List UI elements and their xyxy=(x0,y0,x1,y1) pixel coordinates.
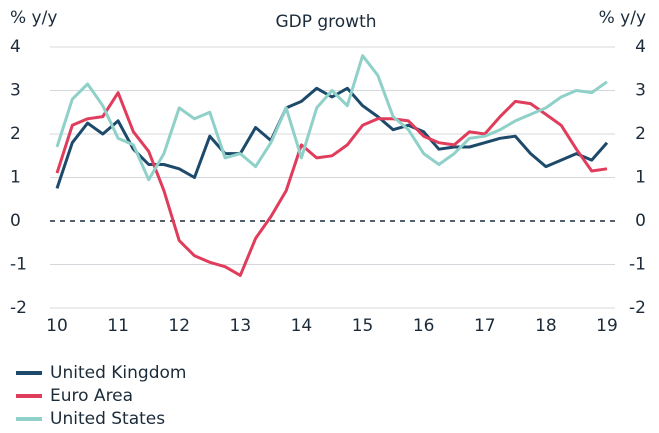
x-tick-label: 14 xyxy=(291,316,313,336)
y2-tick-label: -2 xyxy=(629,298,646,318)
y2-tick-label: 4 xyxy=(635,37,646,57)
y-axis-label: % y/y xyxy=(10,8,57,28)
y2-axis-label: % y/y xyxy=(599,8,646,28)
series-line xyxy=(55,54,608,182)
y-tick-label: 3 xyxy=(10,81,21,101)
legend-label: United Kingdom xyxy=(50,363,186,383)
y-tick-label: 2 xyxy=(10,124,21,144)
y-tick-label: 1 xyxy=(10,168,21,188)
x-tick-label: 11 xyxy=(107,316,129,336)
y2-tick-label: 3 xyxy=(635,81,646,101)
y2-tick-label: 1 xyxy=(635,168,646,188)
x-tick-label: 15 xyxy=(352,316,374,336)
y2-tick-label: 2 xyxy=(635,124,646,144)
chart-title: GDP growth xyxy=(275,12,376,32)
legend-label: United States xyxy=(50,409,165,429)
series-line xyxy=(55,91,608,277)
y-tick-label: -1 xyxy=(10,255,27,275)
y2-tick-label: -1 xyxy=(629,255,646,275)
series-line xyxy=(55,86,609,189)
y-tick-label: -2 xyxy=(10,298,27,318)
legend-label: Euro Area xyxy=(50,386,133,406)
x-tick-label: 19 xyxy=(596,316,618,336)
y-tick-label: 0 xyxy=(10,211,21,231)
x-tick-label: 18 xyxy=(535,316,557,336)
x-tick-label: 12 xyxy=(168,316,190,336)
y-tick-label: 4 xyxy=(10,37,21,57)
y2-tick-label: 0 xyxy=(635,211,646,231)
x-tick-label: 17 xyxy=(474,316,496,336)
x-tick-label: 10 xyxy=(46,316,68,336)
x-tick-label: 16 xyxy=(413,316,435,336)
x-tick-label: 13 xyxy=(230,316,252,336)
